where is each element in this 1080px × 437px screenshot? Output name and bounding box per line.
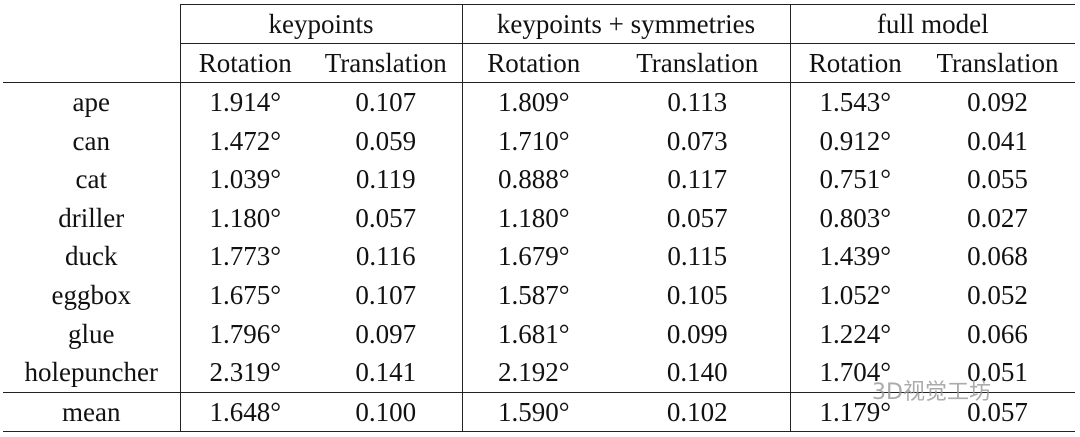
cell: 0.057 [355,202,417,233]
cell: 1.710° [461,121,605,161]
cell: 0.099 [666,318,728,349]
cell: 0.751° [789,160,921,199]
cell: 0.105 [666,279,728,310]
row-label: duck [65,241,118,272]
cell: 1.472° [179,121,310,161]
cell: 1.704° [789,353,921,393]
cell: 0.059 [355,125,417,156]
cell: 0.117 [667,164,728,195]
cell: 2.192° [461,353,605,393]
watermark: 3D视觉工坊 [872,380,991,405]
cell: 1.809° [461,82,605,122]
row-label: cat [75,164,107,195]
row-label: eggbox [51,279,131,310]
column-header: Translation [310,43,462,83]
column-header: Rotation [179,43,310,83]
group-header-row: keypoints keypoints + symmetries full mode… [3,4,1076,44]
cell: 0.141 [355,357,417,388]
column-header: Translation [605,43,791,83]
table-row: duck 1.773° 0.116 1.679° 0.115 1.439° 0.068 [3,237,1075,276]
cell: 2.319° [179,353,310,393]
table-row: ape 1.914° 0.107 1.809° 0.113 1.543° 0.092 [3,82,1075,122]
row-label: mean [3,391,180,432]
cell: 0.115 [667,241,728,272]
cell: 0.140 [666,357,728,388]
cell: 0.102 [605,391,791,432]
cell: 1.914° [179,82,310,122]
cell: 0.888° [461,160,605,199]
cell: 1.039° [179,160,310,199]
row-label: glue [68,318,115,349]
cell: 0.066 [967,318,1028,349]
column-header: Rotation [789,43,921,83]
table-body: keypoints keypoints + symmetries full mode… [3,4,1076,432]
row-label: driller [58,202,125,233]
cell: 1.179° [789,391,921,432]
group-header: full model [789,4,1076,44]
cell: 1.180° [461,198,605,238]
row-label: can [72,125,110,156]
cell: 0.068 [967,241,1028,272]
cell: 1.439° [789,237,921,276]
group-header: keypoints + symmetries [461,4,791,44]
table-row: holepuncher 2.319° 0.141 2.192° 0.140 1.704° 0… [3,353,1075,393]
cell: 0.912° [789,121,921,161]
results-table: keypoints keypoints + symmetries full mode… [3,4,1076,432]
cell: 1.052° [789,275,921,315]
table-row: glue 1.796° 0.097 1.681° 0.099 1.224° 0.066 [3,314,1075,354]
subheader-row: Rotation Translation Rotation Translation Ro… [3,43,1076,83]
cell: 1.543° [789,82,921,122]
cell: 0.052 [967,279,1028,310]
group-header: keypoints [179,4,462,44]
cell: 1.180° [179,198,310,238]
row-label: holepuncher [24,357,158,388]
cell: 1.681° [461,314,605,354]
table-row: eggbox 1.675° 0.107 1.587° 0.105 1.052° 0.052 [3,275,1075,315]
row-label: ape [72,87,110,117]
cell: 1.587° [461,275,605,315]
cell: 0.119 [355,164,416,195]
cell: 0.051 [967,357,1028,388]
mean-row: mean 1.648° 0.100 1.590° 0.102 1.179° 0.057 [3,391,1076,432]
column-header: Translation [920,43,1076,83]
cell: 0.057 [666,202,728,233]
cell: 0.027 [967,202,1028,233]
table-row: can 1.472° 0.059 1.710° 0.073 0.912° 0.041 [3,121,1075,161]
cell: 0.107 [355,279,417,310]
cell: 0.073 [666,125,728,156]
cell: 0.055 [967,164,1028,195]
cell: 0.113 [667,87,728,117]
cell: 1.648° [179,391,310,432]
table-row: driller 1.180° 0.057 1.180° 0.057 0.803° 0.027 [3,198,1075,238]
cell: 0.116 [355,241,416,272]
cell: 1.590° [461,391,605,432]
cell: 1.773° [179,237,310,276]
cell: 0.041 [967,125,1028,156]
corner-cell [3,43,180,83]
cell: 1.224° [789,314,921,354]
cell: 0.100 [310,391,462,432]
cell: 1.679° [461,237,605,276]
cell: 0.107 [355,87,417,117]
column-header: Rotation [461,43,605,83]
cell: 0.097 [355,318,417,349]
cell: 0.057 [920,391,1076,432]
cell: 0.803° [789,198,921,238]
cell: 1.796° [179,314,310,354]
corner-cell [3,5,180,44]
cell: 1.675° [179,275,310,315]
table-row: cat 1.039° 0.119 0.888° 0.117 0.751° 0.055 [3,160,1075,199]
cell: 0.092 [967,87,1028,117]
